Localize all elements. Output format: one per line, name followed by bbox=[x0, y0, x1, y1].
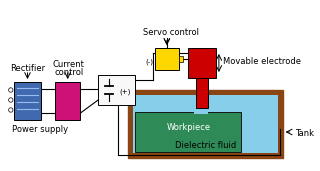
Bar bbox=[135, 112, 242, 152]
Text: Power supply: Power supply bbox=[12, 125, 68, 134]
Text: Servo control: Servo control bbox=[143, 28, 199, 37]
Circle shape bbox=[9, 108, 13, 112]
Bar bbox=[196, 78, 208, 108]
Text: Dielectric fluid: Dielectric fluid bbox=[174, 141, 236, 149]
Bar bbox=[55, 82, 81, 120]
Bar bbox=[98, 75, 135, 105]
Circle shape bbox=[9, 98, 13, 102]
Text: Movable electrode: Movable electrode bbox=[223, 56, 301, 65]
Bar bbox=[128, 90, 283, 158]
Text: Current: Current bbox=[53, 60, 85, 69]
Bar bbox=[179, 56, 182, 62]
Bar bbox=[14, 82, 41, 120]
Text: Tank: Tank bbox=[295, 129, 315, 139]
Bar bbox=[194, 100, 208, 114]
Circle shape bbox=[9, 88, 13, 92]
Text: Workpiece: Workpiece bbox=[166, 122, 211, 131]
Text: (+): (+) bbox=[119, 89, 130, 95]
Bar bbox=[188, 48, 216, 78]
Bar bbox=[155, 48, 179, 70]
Text: Rectifier: Rectifier bbox=[10, 64, 45, 73]
Bar bbox=[132, 95, 278, 153]
Bar bbox=[132, 95, 278, 153]
Text: control: control bbox=[54, 68, 83, 77]
Text: (-): (-) bbox=[145, 59, 153, 65]
